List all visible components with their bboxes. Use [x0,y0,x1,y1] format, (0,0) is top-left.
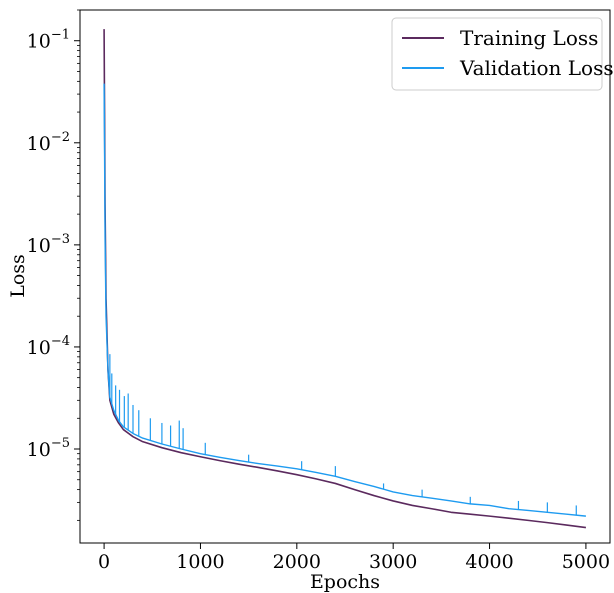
series-line-training-loss [103,29,587,529]
legend-box [391,17,603,91]
x-tick-label: 5000 [562,551,610,573]
x-tick-label: 2000 [273,551,321,573]
y-tick-label: 10−1 [27,28,70,53]
x-tick-label: 1000 [176,551,224,573]
x-tick-label: 0 [98,551,110,573]
x-axis-label: Epochs [310,571,380,593]
plot-background [80,10,610,543]
y-tick-label: 10−5 [27,436,70,461]
legend-label-training-loss: Training Loss [460,26,598,50]
x-tick-label: 3000 [369,551,417,573]
y-tick-label: 10−4 [27,334,70,359]
x-tick-label: 4000 [465,551,513,573]
legend-label-validation-loss: Validation Loss [459,56,614,80]
y-tick-label: 10−2 [27,130,70,155]
y-tick-label: 10−3 [27,232,70,257]
legend: Training Loss Validation Loss [391,17,614,91]
y-axis-label: Loss [7,254,29,298]
series-layer [103,29,587,529]
x-axis-ticks: 0 1000 2000 3000 4000 5000 [98,543,610,573]
plot-frame [79,9,611,544]
y-axis-ticks: 10−5 10−4 10−3 10−2 10−1 [27,9,80,521]
